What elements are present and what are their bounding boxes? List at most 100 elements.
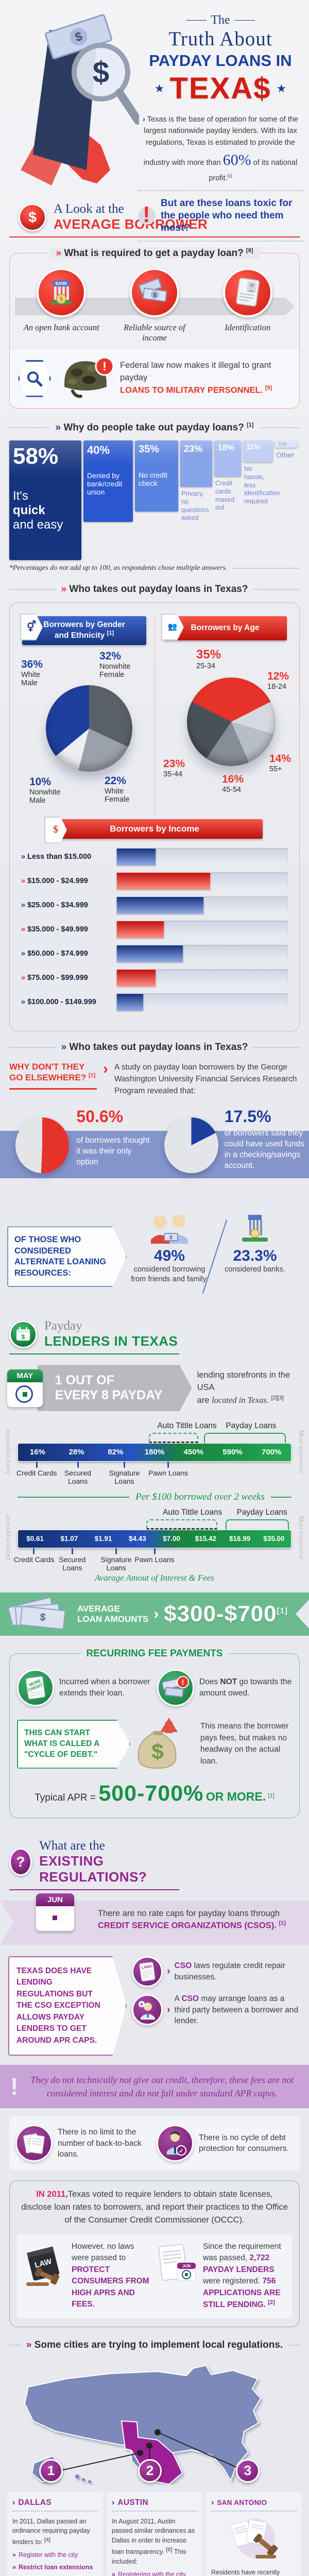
money-bag-icon: $ (134, 1715, 196, 1774)
svg-text:$: $ (169, 1235, 173, 1241)
pie-label-35-44: 23% 35-44 (163, 757, 185, 779)
fee-value: $16.99 (229, 1535, 251, 1543)
fee-scale-bar: $0.61 $1.07 $1.91 $4.43 $7.00 $15.42 $16… (18, 1529, 291, 1548)
gender-pie-panel: ⚥ Borrowers by Gender and Ethnicity [1] … (14, 614, 154, 815)
one-in-eight-text: lending storefronts in the USA are locat… (197, 1370, 290, 1405)
gender-pie (46, 685, 132, 772)
cso-band-line2: CREDIT SERVICE ORGANIZATIONS (CSOS). [1] (98, 1920, 286, 1930)
no-protection-item: ✓ There is no cycle of debt protection f… (157, 2125, 294, 2162)
cso-band-line1: There are no rate caps for payday loans … (98, 1908, 280, 1918)
hero-60-percent: 60% (222, 151, 251, 169)
dollar-icon: $ (44, 816, 67, 843)
money-stack-magnifier-illustration: $ $ (0, 0, 142, 202)
reasons-note: Percentages do not add up to 100, as res… (13, 564, 228, 572)
apr-value: 28% (68, 1448, 84, 1457)
chevron-icon: › (167, 1965, 170, 1977)
title-payday-loans-in: PAYDAY LOANS IN (149, 52, 292, 70)
title-texas-row: ★ TEXA$ ★ (138, 71, 303, 106)
apr-value: 16% (29, 1448, 45, 1457)
svg-text:$: $ (93, 56, 109, 89)
auto-title-bracket-label: Auto Tittle Loans (162, 1507, 222, 1517)
income-row: » $75.000 - $99.999 (21, 969, 288, 987)
money-alert-icon: ! (157, 1669, 194, 1706)
checking-savings-pie (164, 1117, 218, 1174)
cities-heading: Some cities are trying to implement loca… (34, 2339, 283, 2350)
income-bar-chart: » Less than $15.000 » $15.000 - $24.999 … (10, 848, 299, 1031)
who-heading-row-1: » Who takes out payday loans in Texas? (0, 584, 309, 595)
age-pie-title: 👥 Borrowers by Age (161, 614, 287, 641)
registered-lenders-text: Since the requirement was passed, 2,722 … (203, 2242, 281, 2310)
fee-value: $1.91 (94, 1535, 112, 1543)
footnote-ref-4: [4] (44, 2537, 51, 2544)
friends-family-stat: $ 49% considered borrowing from friends … (131, 1213, 208, 1284)
dallas-column: › DALLAS In 2011, Dallas passed an ordin… (7, 2492, 103, 2576)
fee-brackets: Auto Tittle Loans Payday Loans (18, 1506, 291, 1530)
requirements-heading: » What is required to get a payday loan?… (10, 248, 299, 259)
fee-tick-labels: Credit Cards Secured Loans Signature Loa… (14, 1548, 291, 1572)
cycle-of-debt-text: This means the borrower pays fees, but m… (200, 1722, 289, 1766)
hero-illustration-svg: $ $ (21, 14, 142, 185)
cso-items: LAWS › CSO laws regulate credit repair b… (132, 1956, 301, 2033)
fee-value: $7.00 (163, 1535, 181, 1543)
least-expensive-label: Least expensive (4, 1429, 12, 1475)
svg-text:$: $ (22, 1333, 25, 1341)
marker-1-dallas: 1 (39, 2459, 63, 2483)
title-texas: TEXA$ (169, 72, 271, 105)
texas-highlight (121, 2420, 183, 2485)
austin-column: › AUSTIN In August 2011, Austin passed s… (107, 2492, 202, 2576)
requirement-identification: Identification (207, 268, 289, 343)
fee-value: $1.07 (60, 1535, 78, 1543)
footnote-ref-1: [1] (247, 422, 254, 428)
fee-value: $0.61 (26, 1535, 44, 1543)
money-bills-icon: $ (129, 268, 179, 317)
gender-pie-title: ⚥ Borrowers by Gender and Ethnicity [1] (20, 614, 146, 645)
dallas-intro: In 2011, Dallas passed an ordinance requ… (12, 2517, 90, 2546)
in-2011-lead: IN 2011,Texas voted to require lenders t… (21, 2190, 288, 2225)
svg-text:BANK: BANK (56, 281, 67, 286)
elsewhere-stats: 50.6% of borrowers thought it was their … (0, 1100, 309, 1211)
cycle-of-debt-label: THIS CAN START WHAT IS CALLED A "CYCLE O… (17, 1720, 130, 1769)
footnote-ref-1: [1] (279, 1920, 286, 1926)
asterisk: * (9, 564, 13, 572)
dallas-bullet: »Disclose terms of repayment (12, 2575, 98, 2576)
papers-gavel-icon (211, 2517, 297, 2563)
dotted-divider (138, 190, 303, 192)
hero-intro-text: Texas is the base of operation for some … (143, 115, 299, 167)
band-notch (296, 1599, 309, 1629)
cso-item-laws: LAWS › CSO laws regulate credit repair b… (132, 1956, 301, 1987)
footnote-ref-8: [8] (246, 248, 253, 254)
average-loan-value: $300-$700[1] (164, 1601, 288, 1626)
requirement-label: Identification (225, 323, 271, 332)
lenders-section-header: $ Payday LENDERS IN TEXAS (9, 1319, 179, 1355)
chevron-icon: › (12, 2498, 15, 2507)
person-check-icon: ✓ (157, 2125, 194, 2162)
bank-icon: BANK $ (37, 268, 87, 317)
fee-value: $35.00 (263, 1535, 285, 1543)
age-pie-panel: 👥 Borrowers by Age 35% 25-34 12% 18-24 1… (154, 614, 295, 815)
lenders-kicker: Payday (44, 1319, 82, 1333)
who-heading-row-2: » Who takes out payday loans in Texas? (0, 1042, 309, 1053)
income-row: » $15.000 - $24.999 (21, 872, 288, 890)
pie-label-18-24: 12% 18-24 (267, 670, 289, 691)
bar-other: 1% Other (275, 440, 298, 460)
regulations-title: EXISTING REGULATIONS? (39, 1853, 147, 1885)
svg-text:LAWS: LAWS (141, 1965, 152, 1970)
pie-label-55plus: 14% 55+ (269, 752, 291, 774)
checking-savings-stat: 17.5% of borrowers said they could have … (224, 1107, 304, 1171)
texas-shadow (21, 129, 63, 185)
star-icon-right: ★ (276, 81, 287, 95)
auto-title-bracket-label: Auto Tittle Loans (157, 1421, 217, 1430)
calendar-circle-icon: $ (9, 1320, 37, 1348)
dotted-divider (138, 240, 303, 242)
austin-intro: In August 2011, Austin passed similar or… (112, 2517, 195, 2565)
footnote-ref-2: [2] (268, 2299, 275, 2306)
bar-no-credit-check: 35% No credit check (135, 440, 178, 512)
average-loan-label: AVERAGE LOAN AMOUNTS (77, 1603, 149, 1624)
registered-lenders-item: JUN Since the requirement was passed, 2,… (157, 2241, 287, 2311)
one-in-eight-banner: 1 OUT OF EVERY 8 PAYDAY (37, 1365, 192, 1411)
hero-title-block: The Truth About PAYDAY LOANS IN ★ TEXA$ … (138, 13, 303, 248)
per-100-heading: Per $100 borrowed over 2 weeks (0, 1492, 309, 1503)
alternate-resources-row: OF THOSE WHO CONSIDERED ALTERNATE LOANIN… (0, 1211, 309, 1295)
chevron-icon: › (142, 115, 145, 124)
pie-label-45-54: 16% 45-54 (222, 773, 244, 794)
